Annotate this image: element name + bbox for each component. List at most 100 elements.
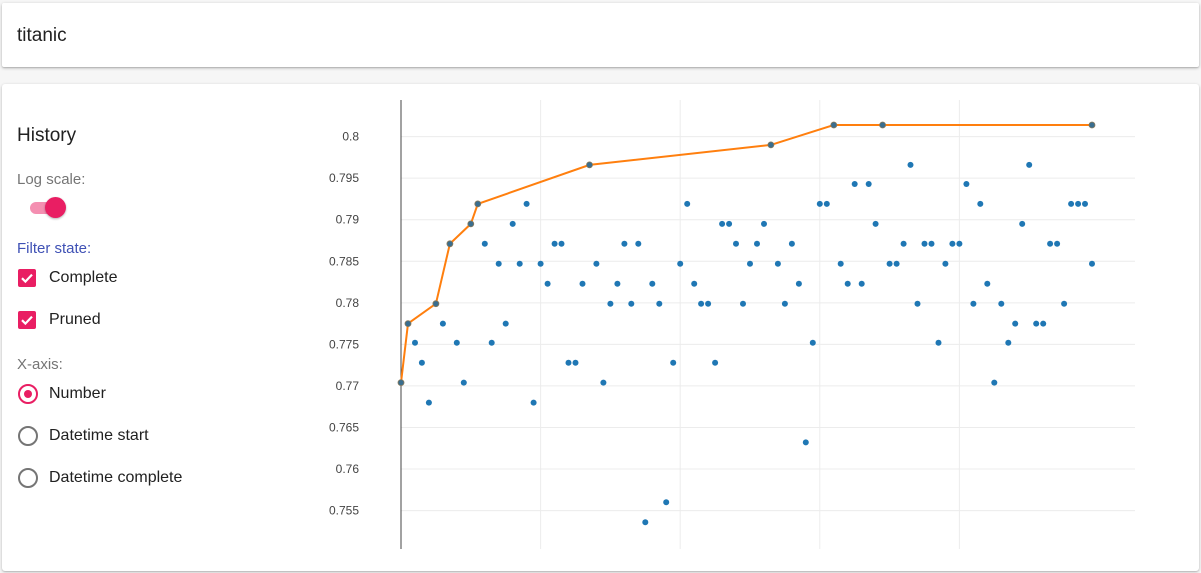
- objective-point: [614, 280, 621, 287]
- objective-point: [977, 200, 984, 207]
- y-tick-label: 0.79: [336, 213, 360, 227]
- objective-point: [963, 181, 970, 187]
- objective-point: [726, 220, 733, 227]
- number-label: Number: [49, 385, 106, 402]
- filter-complete[interactable]: Complete: [18, 267, 117, 289]
- objective-point: [516, 260, 523, 267]
- objective-point: [488, 339, 495, 346]
- objective-point: [935, 339, 942, 346]
- objective-point: [558, 240, 565, 247]
- objective-point: [509, 220, 516, 227]
- objective-point: [991, 379, 998, 386]
- best-value-marker: [474, 200, 482, 208]
- best-value-marker: [432, 300, 440, 308]
- radio-datetime-complete[interactable]: Datetime complete: [18, 467, 182, 489]
- switch-thumb[interactable]: [45, 197, 66, 218]
- objective-point: [453, 339, 460, 346]
- y-tick-label: 0.76: [336, 462, 360, 476]
- best-value-marker: [879, 121, 886, 129]
- objective-point: [970, 300, 977, 307]
- log-scale-label: Log scale:: [17, 171, 86, 188]
- objective-point: [642, 519, 649, 526]
- objective-point: [921, 240, 928, 247]
- objective-point: [628, 300, 635, 307]
- objective-point: [705, 300, 712, 307]
- y-tick-label: 0.765: [329, 420, 359, 434]
- objective-point: [754, 240, 760, 247]
- objective-point: [537, 260, 544, 267]
- objective-point: [1040, 320, 1047, 327]
- objective-point: [816, 200, 823, 207]
- check-icon: [21, 273, 33, 284]
- radio-number[interactable]: Number: [18, 383, 106, 405]
- best-value-marker: [397, 379, 405, 387]
- objective-point: [530, 399, 537, 406]
- y-tick-label: 0.775: [329, 337, 359, 351]
- objective-point: [593, 260, 600, 267]
- y-tick-label: 0.755: [329, 504, 359, 518]
- objective-point: [984, 280, 991, 287]
- objective-point: [823, 200, 830, 207]
- datetime-start-label: Datetime start: [49, 427, 149, 444]
- objective-point: [907, 161, 914, 168]
- objective-point: [740, 300, 746, 307]
- objective-point: [761, 220, 767, 227]
- best-value-marker: [446, 240, 454, 248]
- objective-point: [412, 339, 418, 346]
- objective-point: [1089, 260, 1095, 267]
- objective-point: [565, 359, 572, 366]
- objective-point: [670, 359, 677, 366]
- objective-point: [1061, 300, 1068, 307]
- objective-point: [949, 240, 956, 247]
- filter-pruned[interactable]: Pruned: [18, 309, 101, 331]
- log-scale-switch[interactable]: [30, 196, 66, 218]
- objective-point: [858, 280, 865, 287]
- objective-point: [942, 260, 949, 267]
- y-tick-label: 0.785: [329, 254, 359, 268]
- radio-button[interactable]: [18, 426, 38, 446]
- objective-point: [607, 300, 614, 307]
- objective-point: [928, 240, 935, 247]
- objective-point: [1005, 339, 1012, 346]
- objective-point: [747, 260, 753, 267]
- pruned-label: Pruned: [49, 311, 101, 328]
- x-axis-label: X-axis:: [17, 356, 63, 373]
- objective-point: [956, 240, 963, 247]
- objective-point: [551, 240, 558, 247]
- objective-point: [698, 300, 705, 307]
- y-tick-label: 0.8: [342, 130, 359, 144]
- objective-point: [1033, 320, 1040, 327]
- objective-point: [802, 439, 809, 446]
- objective-point: [844, 280, 851, 287]
- app-bar: titanic: [2, 3, 1199, 67]
- objective-point: [600, 379, 607, 386]
- objective-point: [418, 359, 425, 366]
- objective-point: [579, 280, 586, 287]
- objective-point: [656, 300, 663, 307]
- complete-label: Complete: [49, 269, 118, 286]
- pruned-checkbox[interactable]: [18, 311, 36, 329]
- objective-point: [809, 339, 816, 346]
- objective-point: [481, 240, 488, 247]
- radio-button-selected[interactable]: [18, 384, 38, 404]
- objective-point: [460, 379, 467, 386]
- objective-point: [872, 220, 879, 227]
- objective-point: [1054, 240, 1061, 247]
- objective-point: [795, 280, 802, 287]
- history-card: History Log scale: Filter state: Complet…: [2, 84, 1199, 571]
- best-value-marker: [404, 320, 412, 328]
- objective-point: [998, 300, 1005, 307]
- radio-button[interactable]: [18, 468, 38, 488]
- best-value-marker: [1088, 121, 1096, 129]
- complete-checkbox[interactable]: [18, 269, 36, 287]
- objective-point: [495, 260, 502, 267]
- objective-point: [649, 280, 656, 287]
- objective-point: [621, 240, 628, 247]
- objective-point: [677, 260, 684, 267]
- objective-point: [1026, 161, 1033, 168]
- radio-datetime-start[interactable]: Datetime start: [18, 425, 149, 447]
- filter-state-label: Filter state:: [17, 240, 92, 257]
- objective-point: [851, 181, 858, 187]
- objective-point: [635, 240, 642, 247]
